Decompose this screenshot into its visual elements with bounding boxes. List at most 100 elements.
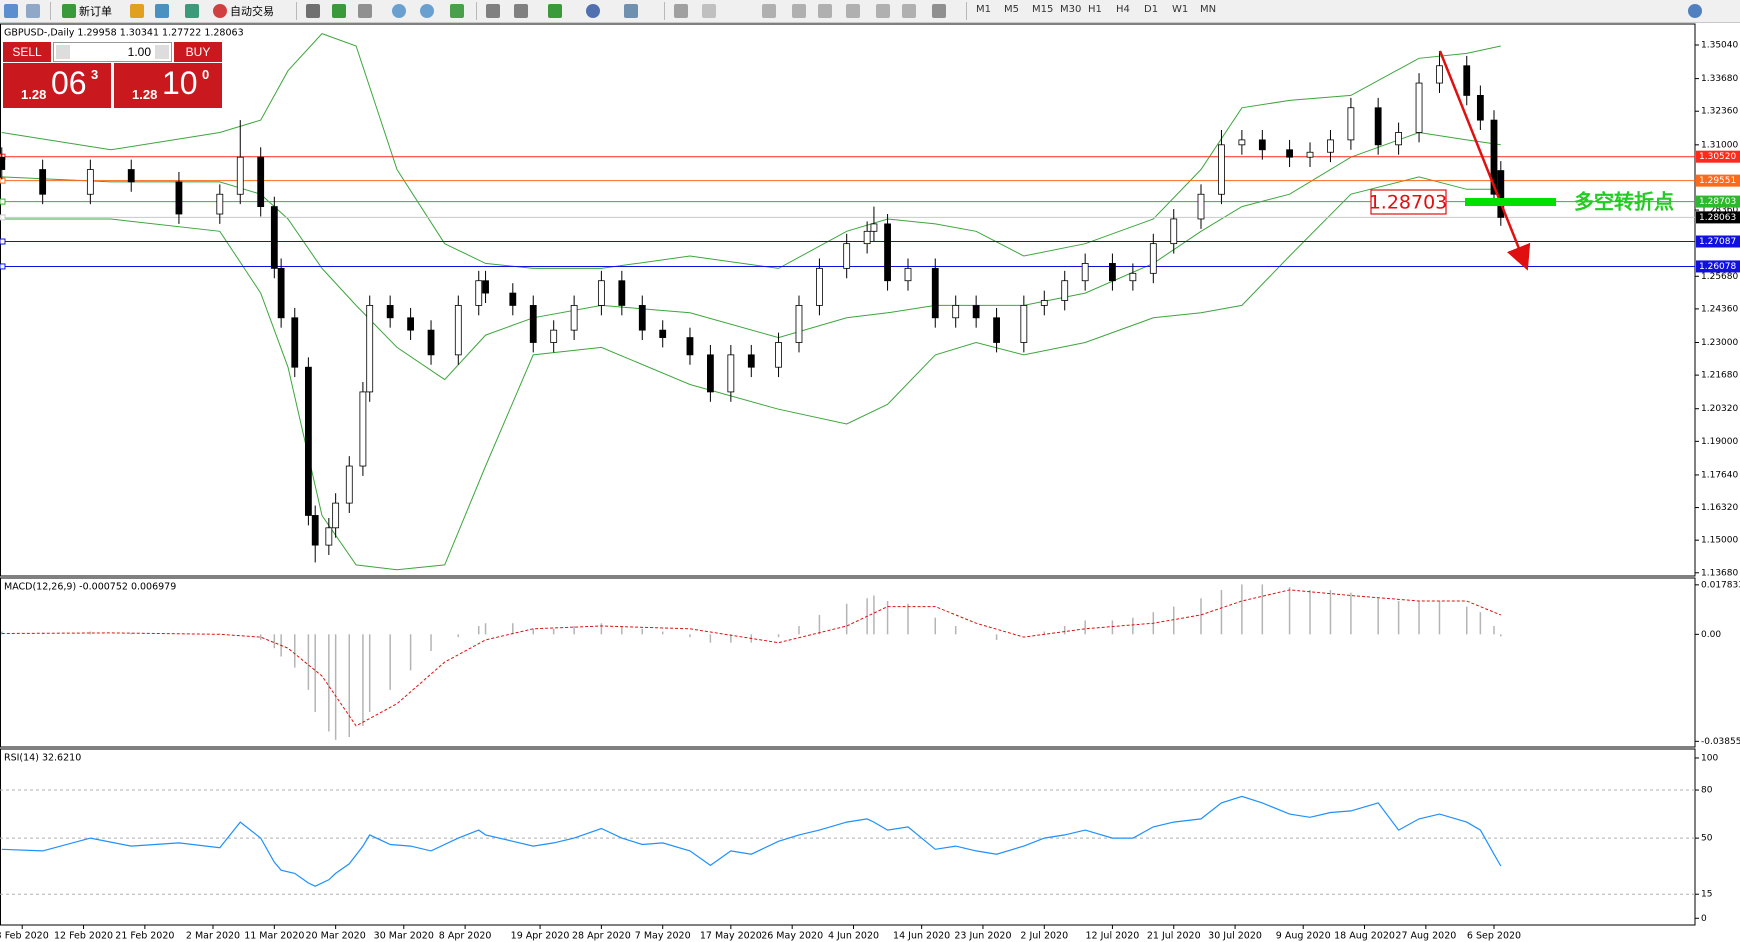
tool-button[interactable]	[130, 3, 144, 19]
annotation-box	[1370, 189, 1447, 215]
label-tool[interactable]	[902, 3, 916, 19]
line-tool[interactable]	[846, 3, 860, 19]
candle-body	[0, 156, 6, 170]
cursor-tool[interactable]	[674, 3, 688, 19]
zoom-out[interactable]	[420, 3, 434, 19]
x-tick-label: 20 Mar 2020	[306, 931, 366, 942]
tool-button[interactable]	[486, 3, 500, 19]
timeframe-button[interactable]: MN	[1200, 4, 1217, 15]
candle-body	[597, 280, 605, 306]
macd-signal	[1, 589, 1501, 727]
price-big: 10	[162, 65, 198, 101]
bollinger-band	[1, 33, 1501, 269]
timeframe-button[interactable]: M30	[1060, 4, 1082, 15]
text-tool[interactable]	[876, 3, 890, 19]
candle-body	[1061, 280, 1069, 301]
y-tick-label: 1.35040	[1701, 41, 1738, 51]
candle-body	[1327, 139, 1334, 153]
periods-button[interactable]	[586, 3, 600, 19]
level-label: 1.28703	[1699, 197, 1736, 207]
price-big: 06	[51, 65, 87, 101]
timeframe-button[interactable]: D1	[1144, 4, 1159, 15]
candle-body	[727, 354, 735, 393]
price-sup: 3	[91, 67, 99, 82]
x-tick-label: 8 Apr 2020	[439, 931, 492, 942]
candle-body	[332, 502, 340, 529]
panel-frame	[0, 577, 1696, 748]
timeframe-button[interactable]: H4	[1116, 4, 1130, 15]
trend-arrow	[1438, 50, 1531, 271]
timeframe-button[interactable]: M15	[1032, 4, 1054, 15]
bid-price[interactable]: 1.28 06 3	[3, 63, 111, 108]
candle-body	[1170, 218, 1178, 245]
tool-button[interactable]	[155, 3, 169, 19]
tool-button[interactable]	[450, 3, 464, 19]
lot-down[interactable]	[56, 45, 70, 59]
timeframe-button[interactable]: M1	[976, 4, 991, 15]
buy-button[interactable]: BUY	[174, 42, 222, 62]
y-tick-label: 80	[1701, 786, 1713, 796]
candle-body	[529, 305, 537, 343]
candle-body	[1238, 139, 1246, 146]
candle-body	[39, 169, 47, 195]
toolbar: 新订单 自动交易 M1 M5 M15 M30 H1 H4 D1 W1 MN	[0, 0, 1740, 23]
crosshair-tool[interactable]	[702, 3, 716, 19]
candle-body	[482, 280, 489, 294]
candle-body	[1040, 300, 1048, 306]
candle-body	[1218, 144, 1225, 195]
tool-button[interactable]	[332, 3, 346, 19]
templates-button[interactable]	[624, 3, 638, 19]
line-tool[interactable]	[762, 3, 776, 19]
candle-body	[816, 267, 823, 306]
tool-button[interactable]	[514, 3, 528, 19]
y-tick-label: 0	[1701, 914, 1707, 924]
ask-price[interactable]: 1.28 10 0	[114, 63, 222, 108]
price-prefix: 1.28	[132, 87, 158, 102]
candle-body	[509, 292, 517, 306]
lot-field[interactable]: 1.00	[53, 42, 172, 62]
sell-button[interactable]: SELL	[3, 42, 51, 62]
tool-button[interactable]	[185, 3, 199, 19]
candle-body	[366, 305, 374, 393]
candle-body	[1081, 263, 1089, 282]
panel-frame	[0, 23, 1696, 577]
tool-button[interactable]	[358, 3, 372, 19]
tool-button[interactable]	[306, 3, 320, 19]
x-tick-label: 3 Feb 2020	[0, 931, 49, 942]
arrow-tool[interactable]	[932, 3, 946, 19]
annotation-bar	[1465, 198, 1556, 206]
level-label-bg	[1696, 195, 1740, 208]
search-button[interactable]	[1688, 3, 1702, 19]
level-marker	[0, 238, 6, 245]
candle-body	[1149, 243, 1157, 274]
lot-up[interactable]	[155, 45, 169, 59]
line-tool[interactable]	[792, 3, 806, 19]
x-tick-label: 9 Aug 2020	[1276, 931, 1331, 942]
tool-button[interactable]	[4, 3, 18, 19]
level-label-bg	[1696, 235, 1740, 248]
timeframe-button[interactable]: H1	[1088, 4, 1102, 15]
x-tick-label: 17 May 2020	[700, 931, 762, 942]
line-tool[interactable]	[818, 3, 832, 19]
separator	[664, 2, 665, 20]
candle-body	[1020, 305, 1028, 343]
zoom-in[interactable]	[392, 3, 406, 19]
indicators-button[interactable]	[548, 3, 562, 19]
candle-body	[618, 280, 626, 306]
button-label: 自动交易	[230, 5, 274, 18]
new-order-button[interactable]: 新订单	[62, 3, 112, 19]
y-tick-label: 1.19000	[1701, 437, 1738, 447]
level-marker	[0, 263, 6, 270]
chart-layers: 1.35040 1.33680 1.32360 1.31000 1.28360 1.256…	[0, 23, 1740, 942]
tool-button[interactable]	[26, 3, 40, 19]
timeframe-button[interactable]: M5	[1004, 4, 1019, 15]
annotation-price: 1.28703	[1369, 192, 1448, 214]
candle-body	[175, 181, 183, 215]
y-tick-label: 1.31000	[1701, 140, 1738, 150]
y-tick-label: 15	[1701, 890, 1712, 900]
auto-trading-button[interactable]: 自动交易	[213, 3, 274, 19]
candle-body	[863, 230, 871, 245]
panel-frame	[0, 748, 1696, 926]
rsi-line	[1, 795, 1502, 887]
timeframe-button[interactable]: W1	[1172, 4, 1189, 15]
